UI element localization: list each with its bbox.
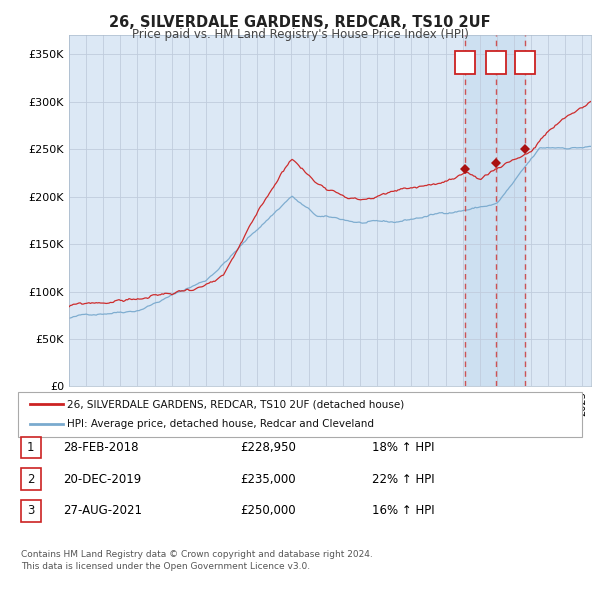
Text: £235,000: £235,000 bbox=[240, 473, 296, 486]
Text: 1: 1 bbox=[27, 441, 35, 454]
Bar bbox=[465, 35, 525, 386]
Text: 2: 2 bbox=[493, 56, 500, 69]
Text: 20-DEC-2019: 20-DEC-2019 bbox=[63, 473, 141, 486]
Text: 26, SILVERDALE GARDENS, REDCAR, TS10 2UF: 26, SILVERDALE GARDENS, REDCAR, TS10 2UF bbox=[109, 15, 491, 30]
Text: 1: 1 bbox=[461, 56, 469, 69]
Text: 3: 3 bbox=[27, 504, 35, 517]
Text: Price paid vs. HM Land Registry's House Price Index (HPI): Price paid vs. HM Land Registry's House … bbox=[131, 28, 469, 41]
Text: 26, SILVERDALE GARDENS, REDCAR, TS10 2UF (detached house): 26, SILVERDALE GARDENS, REDCAR, TS10 2UF… bbox=[67, 399, 404, 409]
Text: 3: 3 bbox=[521, 56, 529, 69]
Text: 22% ↑ HPI: 22% ↑ HPI bbox=[372, 473, 434, 486]
Text: 18% ↑ HPI: 18% ↑ HPI bbox=[372, 441, 434, 454]
Text: 27-AUG-2021: 27-AUG-2021 bbox=[63, 504, 142, 517]
Text: 28-FEB-2018: 28-FEB-2018 bbox=[63, 441, 139, 454]
Text: This data is licensed under the Open Government Licence v3.0.: This data is licensed under the Open Gov… bbox=[21, 562, 310, 571]
Text: 16% ↑ HPI: 16% ↑ HPI bbox=[372, 504, 434, 517]
Text: Contains HM Land Registry data © Crown copyright and database right 2024.: Contains HM Land Registry data © Crown c… bbox=[21, 550, 373, 559]
Text: HPI: Average price, detached house, Redcar and Cleveland: HPI: Average price, detached house, Redc… bbox=[67, 419, 374, 428]
Text: 2: 2 bbox=[27, 473, 35, 486]
Text: £228,950: £228,950 bbox=[240, 441, 296, 454]
Text: £250,000: £250,000 bbox=[240, 504, 296, 517]
